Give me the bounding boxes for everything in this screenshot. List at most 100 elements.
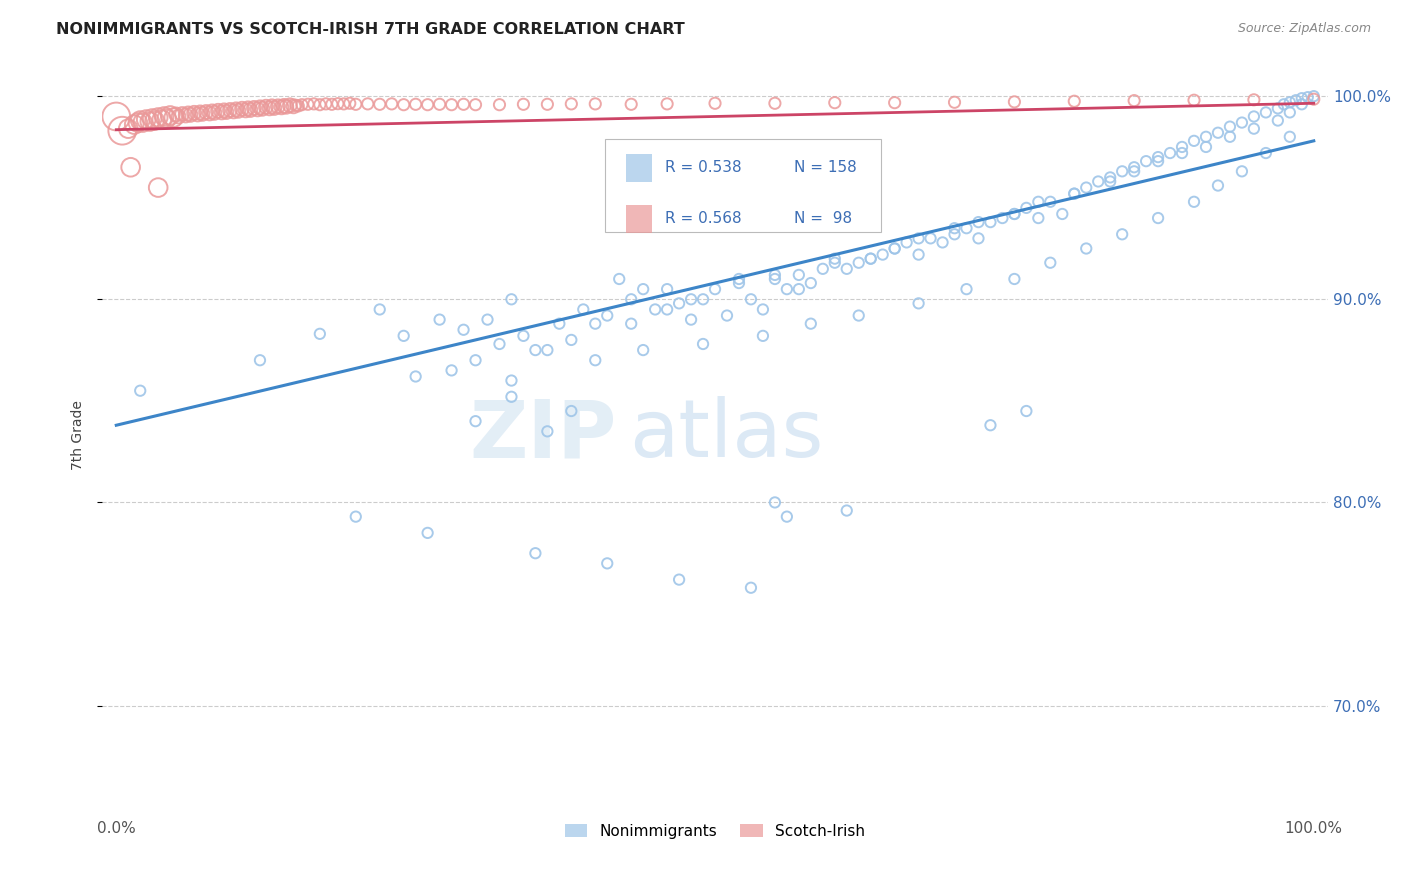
Point [440,97,463,112]
Text: N =  98: N = 98 [793,211,852,227]
Point [655,96,678,111]
Point [259,101,281,115]
Text: R = 0.538: R = 0.538 [665,161,741,176]
Point [368,302,391,317]
Point [155,112,177,126]
FancyBboxPatch shape [626,153,652,182]
Point [195,105,218,120]
Point [907,231,929,245]
Point [752,302,775,317]
Point [835,503,858,517]
Point [225,103,247,117]
Point [800,317,823,331]
Point [135,112,157,127]
Point [560,404,582,418]
Point [235,103,257,118]
Point [1076,180,1098,194]
Point [560,96,582,111]
Point [524,343,547,357]
Point [183,105,205,120]
Point [668,296,690,310]
Point [620,293,643,307]
Point [955,282,977,296]
Point [333,96,356,111]
Point [560,333,582,347]
Point [943,221,966,235]
Point [536,97,558,112]
Point [596,309,619,323]
Point [215,105,238,120]
Point [1039,256,1062,270]
Point [165,107,187,121]
Point [1182,134,1205,148]
Point [1278,105,1301,120]
Point [931,235,953,250]
Point [344,97,367,112]
Point [704,282,727,296]
Point [979,215,1001,229]
Point [141,112,163,126]
Point [1111,227,1133,242]
Point [787,282,810,296]
Point [1291,97,1313,112]
Point [131,115,153,129]
Point [1272,97,1295,112]
Point [1076,242,1098,256]
Point [1039,194,1062,209]
Point [668,573,690,587]
Point [1219,129,1241,144]
Point [1087,174,1109,188]
Point [1206,178,1229,193]
FancyBboxPatch shape [626,204,652,233]
Point [198,106,221,120]
Point [943,95,966,110]
Point [283,99,305,113]
Point [1159,146,1181,161]
Point [859,252,882,266]
Point [824,252,846,266]
Point [453,323,475,337]
Point [1278,95,1301,110]
Point [315,96,337,111]
Point [692,293,714,307]
Point [1291,91,1313,105]
Point [1123,94,1146,108]
Point [536,343,558,357]
Point [920,231,942,245]
Point [222,104,245,119]
Point [129,113,152,128]
Point [1123,164,1146,178]
Point [172,107,194,121]
Point [219,103,242,117]
Point [835,261,858,276]
Point [191,107,214,121]
Point [207,103,229,118]
Point [1230,164,1253,178]
Point [716,309,738,323]
Point [187,107,209,121]
Point [583,317,606,331]
Point [284,98,307,112]
Text: atlas: atlas [630,396,824,475]
Point [249,100,271,114]
Point [1063,94,1085,108]
Point [896,235,918,250]
Point [1302,92,1324,106]
Point [848,309,870,323]
Point [1243,121,1265,136]
Point [763,268,786,282]
Point [148,111,170,125]
Point [1278,129,1301,144]
Point [488,337,510,351]
Point [287,99,309,113]
Point [967,231,990,245]
Point [120,161,142,175]
Point [440,363,463,377]
Point [681,312,703,326]
Point [143,113,166,128]
Point [1099,174,1122,188]
Point [167,110,190,124]
Point [1230,115,1253,129]
Point [607,272,630,286]
Point [1052,207,1074,221]
